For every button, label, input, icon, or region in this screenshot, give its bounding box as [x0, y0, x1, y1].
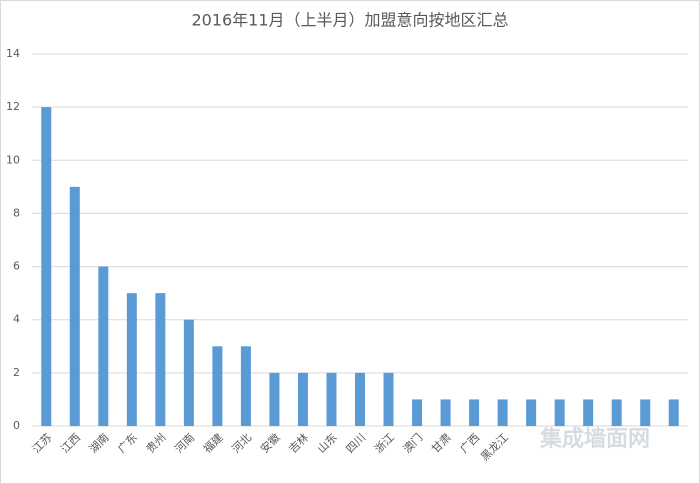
bar [69, 186, 80, 426]
bar [355, 372, 365, 426]
bar [269, 372, 280, 426]
bar [383, 372, 394, 426]
bar [183, 319, 194, 426]
bar [412, 399, 423, 426]
bar [668, 399, 679, 426]
bar [640, 399, 651, 426]
chart-title: 2016年11月（上半月）加盟意向按地区汇总 [191, 11, 508, 30]
bar [497, 399, 508, 426]
y-tick-label: 0 [13, 419, 20, 432]
watermark: 集成墙面网 [539, 426, 650, 452]
bar [440, 399, 451, 426]
bar [212, 346, 223, 426]
bar [98, 266, 109, 426]
y-tick-label: 10 [6, 153, 20, 166]
bar [240, 346, 251, 426]
y-tick-label: 14 [6, 47, 20, 60]
y-tick-label: 8 [13, 206, 20, 219]
bar [41, 107, 52, 427]
bar [326, 372, 337, 426]
bar [611, 399, 622, 426]
bar [469, 399, 480, 426]
bar [526, 399, 537, 426]
bar [297, 372, 308, 426]
y-tick-label: 12 [6, 100, 20, 113]
bar [554, 399, 565, 426]
y-tick-label: 4 [13, 313, 20, 326]
bar [155, 293, 166, 426]
y-tick-label: 2 [13, 366, 20, 379]
bar [583, 399, 594, 426]
bar [126, 293, 137, 426]
y-tick-label: 6 [13, 260, 20, 273]
